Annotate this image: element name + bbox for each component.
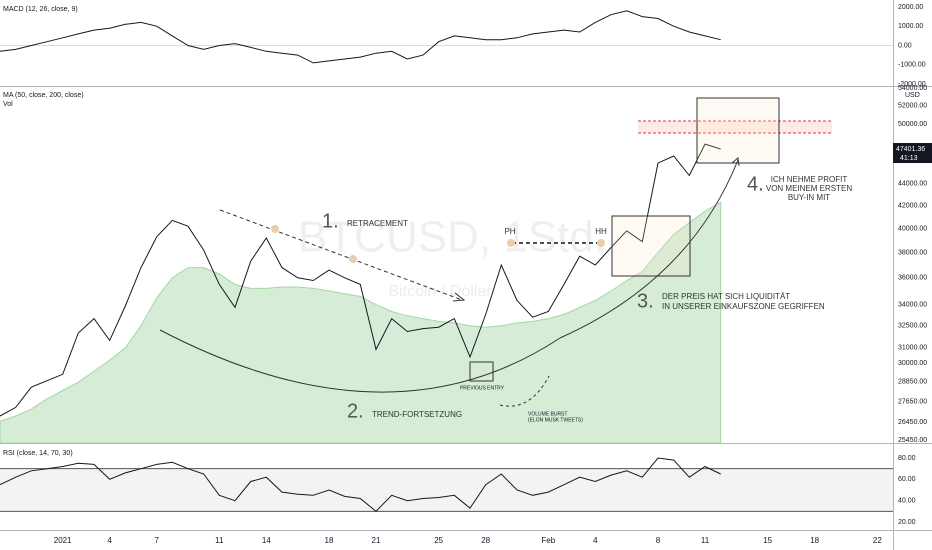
y-tick-label: 31000.00 bbox=[898, 345, 927, 352]
annotation: RETRACEMENT bbox=[347, 219, 408, 228]
y-tick-label: 30000.00 bbox=[898, 360, 927, 367]
x-tick-label: 8 bbox=[656, 536, 661, 545]
profit-zone bbox=[638, 121, 832, 133]
y-tick-label: -2000.00 bbox=[898, 81, 926, 88]
y-tick-label: 0.00 bbox=[898, 42, 912, 49]
pane-title: MA (50, close, 200, close) bbox=[3, 92, 84, 99]
axis-unit: USD bbox=[905, 92, 920, 99]
x-tick-label: 14 bbox=[262, 536, 271, 545]
annotation: BUY-IN MIT bbox=[788, 193, 830, 202]
step-number: 3. bbox=[637, 290, 654, 312]
watermark: BTCUSD, 1Std. bbox=[298, 213, 606, 262]
x-tick-label: 28 bbox=[481, 536, 490, 545]
x-tick-label: 18 bbox=[810, 536, 819, 545]
x-tick-label: 4 bbox=[593, 536, 598, 545]
y-tick-label: 52000.00 bbox=[898, 103, 927, 110]
y-tick-label: 44000.00 bbox=[898, 181, 927, 188]
y-tick-label: 50000.00 bbox=[898, 121, 927, 128]
volume-arrow bbox=[499, 375, 550, 407]
y-tick-label: 54000.00 bbox=[898, 85, 927, 92]
pivot-marker bbox=[271, 225, 279, 233]
rsi-band bbox=[0, 468, 893, 512]
last-price: 47401.36 bbox=[896, 146, 925, 153]
buy-zone-box bbox=[611, 215, 691, 277]
indicator-line bbox=[0, 10, 721, 64]
x-tick-label: 2021 bbox=[54, 536, 72, 545]
pane-title: MACD (12, 26, close, 9) bbox=[3, 6, 78, 13]
annotation: VON MEINEM ERSTEN bbox=[766, 184, 852, 193]
y-tick-label: 27650.00 bbox=[898, 398, 927, 405]
last-price-box bbox=[893, 143, 932, 164]
x-tick-label: 22 bbox=[873, 536, 882, 545]
annotation: IN UNSERER EINKAUFSZONE GEGRIFFEN bbox=[662, 302, 825, 311]
y-tick-label: 38000.00 bbox=[898, 249, 927, 256]
step-number: 2. bbox=[347, 400, 364, 422]
annotation: DER PREIS HAT SICH LIQUIDITÄT bbox=[662, 292, 790, 301]
trend-curve bbox=[559, 159, 739, 339]
y-tick-label: -1000.00 bbox=[898, 62, 926, 69]
y-tick-label: 25450.00 bbox=[898, 437, 927, 444]
y-tick-label: 34000.00 bbox=[898, 301, 927, 308]
arrow-head bbox=[452, 292, 466, 302]
ma-area bbox=[0, 201, 722, 444]
y-tick-label: 1000.00 bbox=[898, 23, 923, 30]
x-tick-label: 25 bbox=[434, 536, 443, 545]
x-tick-label: 15 bbox=[763, 536, 772, 545]
annotation: HH bbox=[595, 227, 607, 236]
pivot-marker bbox=[507, 239, 515, 247]
price-line bbox=[0, 143, 721, 417]
entry-box bbox=[469, 361, 494, 382]
y-tick-label: 40.00 bbox=[898, 498, 916, 505]
x-tick-label: 11 bbox=[701, 536, 710, 545]
y-tick-label: 60.00 bbox=[898, 476, 916, 483]
step-number: 1. bbox=[322, 210, 339, 232]
x-tick-label: 21 bbox=[372, 536, 381, 545]
pivot-marker bbox=[597, 239, 605, 247]
y-tick-label: 36000.00 bbox=[898, 275, 927, 282]
pivot-marker bbox=[349, 255, 357, 263]
x-tick-label: 11 bbox=[215, 536, 224, 545]
arrow-head bbox=[731, 157, 740, 167]
y-tick-label: 32500.00 bbox=[898, 323, 927, 330]
axis-layer: 2000.00 1000.00 0.00 -1000.00 -2000.0054000.… bbox=[54, 4, 932, 545]
y-tick-label: 20.00 bbox=[898, 519, 916, 526]
annotation: ICH NEHME PROFIT bbox=[771, 175, 848, 184]
y-tick-label: 40000.00 bbox=[898, 225, 927, 232]
profit-box bbox=[696, 97, 780, 164]
retracement-line bbox=[219, 209, 463, 301]
y-tick-label: 26450.00 bbox=[898, 419, 927, 426]
x-tick-label: Feb bbox=[541, 536, 555, 545]
background-layer bbox=[0, 45, 893, 512]
step-number: 4. bbox=[747, 173, 764, 195]
trend-curve bbox=[159, 329, 561, 393]
y-tick-label: 2000.00 bbox=[898, 4, 923, 11]
pane-title: RSI (close, 14, 70, 30) bbox=[3, 450, 73, 457]
x-tick-label: 4 bbox=[107, 536, 112, 545]
watermark-subtitle: Bitcoin / Dollar bbox=[388, 283, 492, 300]
plot-layer bbox=[0, 10, 721, 512]
x-tick-label: 18 bbox=[325, 536, 334, 545]
x-tick-label: 7 bbox=[154, 536, 159, 545]
annotation: (ELON MUSK TWEETS) bbox=[528, 417, 583, 423]
y-tick-label: 42000.00 bbox=[898, 203, 927, 210]
y-tick-label: 28850.00 bbox=[898, 378, 927, 385]
countdown: 41:13 bbox=[900, 155, 918, 162]
annotation: PREVIOUS ENTRY bbox=[460, 385, 505, 391]
y-tick-label: 80.00 bbox=[898, 455, 916, 462]
annotation: TREND-FORTSETZUNG bbox=[372, 410, 462, 419]
annotation: PH bbox=[504, 227, 515, 236]
annotation: VOLUME BURST bbox=[528, 411, 567, 417]
pane-subtitle: Vol bbox=[3, 101, 13, 108]
indicator-line bbox=[0, 457, 721, 512]
